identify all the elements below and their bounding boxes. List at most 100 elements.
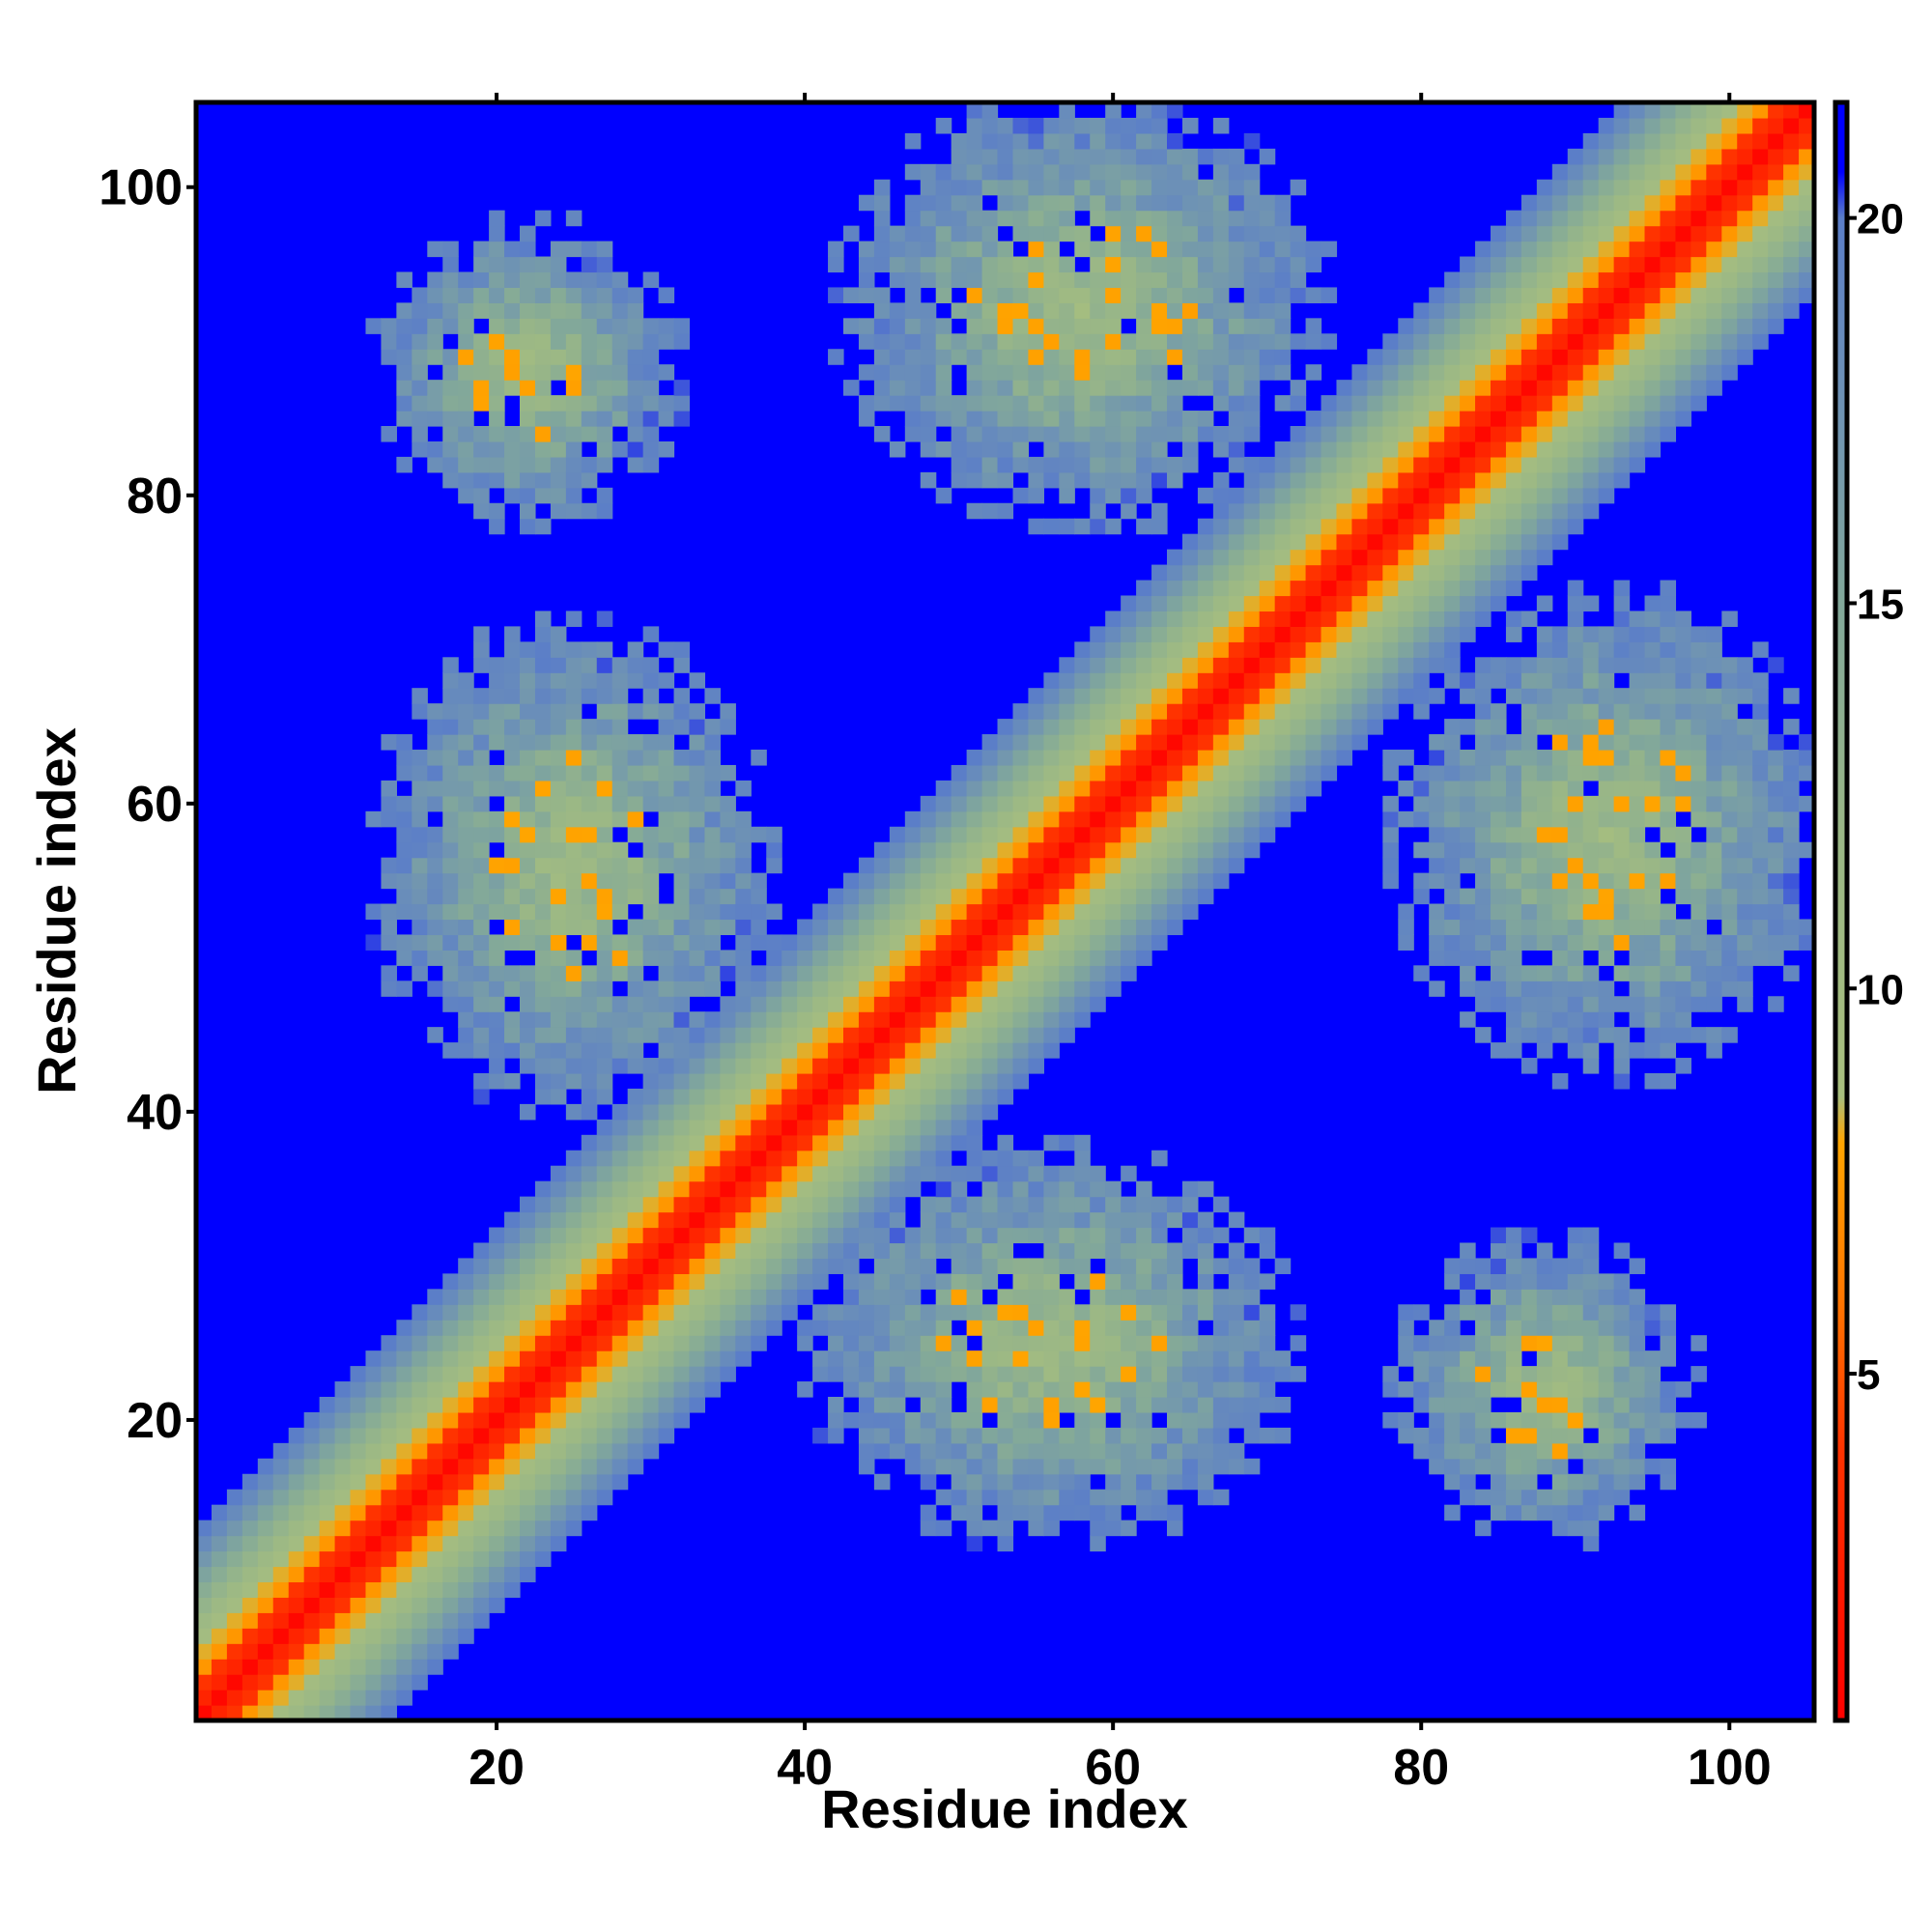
heatmap-cell [1505, 487, 1522, 504]
heatmap-cell [581, 996, 598, 1012]
heatmap-cell [534, 703, 552, 720]
heatmap-cell [489, 395, 505, 412]
heatmap-cell [534, 1550, 552, 1568]
heatmap-cell [920, 1027, 937, 1043]
heatmap-cell [704, 1165, 721, 1182]
heatmap-cell [658, 703, 675, 720]
heatmap-cell [1413, 395, 1430, 412]
heatmap-cell [489, 1350, 505, 1367]
heatmap-cell [581, 1227, 598, 1244]
heatmap-cell [966, 1504, 983, 1521]
heatmap-cell [1520, 657, 1538, 673]
heatmap-cell [935, 965, 952, 981]
heatmap-cell [1012, 919, 1030, 936]
heatmap-cell [581, 456, 598, 473]
heatmap-cell [1074, 1458, 1091, 1475]
heatmap-cell [981, 872, 999, 890]
heatmap-cell [858, 333, 875, 350]
heatmap-cell [381, 734, 397, 751]
heatmap-cell [935, 1427, 952, 1444]
heatmap-cell [1598, 380, 1615, 396]
heatmap-cell [1520, 1273, 1538, 1290]
heatmap-cell [1243, 241, 1261, 258]
heatmap-cell [1444, 780, 1461, 797]
heatmap-cell [966, 1289, 983, 1305]
heatmap-cell [843, 1350, 860, 1367]
heatmap-cell [1012, 1258, 1030, 1274]
heatmap-cell [211, 1690, 228, 1706]
heatmap-cell [442, 302, 459, 319]
heatmap-cell [1012, 287, 1030, 303]
heatmap-cell [1629, 117, 1646, 134]
heatmap-cell [1644, 1304, 1662, 1321]
heatmap-cell [550, 1458, 567, 1475]
heatmap-cell [873, 1042, 891, 1059]
heatmap-cell [1121, 857, 1137, 874]
heatmap-cell [858, 1289, 875, 1305]
heatmap-cell [997, 950, 1014, 966]
heatmap-cell [1613, 380, 1631, 396]
heatmap-cell [288, 1504, 305, 1521]
heatmap-cell [504, 380, 521, 396]
heatmap-cell [689, 750, 706, 766]
heatmap-cell [1413, 411, 1430, 427]
heatmap-cell [843, 1088, 860, 1105]
heatmap-cell [766, 1289, 782, 1305]
heatmap-cell [1212, 657, 1230, 673]
heatmap-cell [1151, 826, 1168, 843]
heatmap-cell [981, 934, 999, 951]
heatmap-cell [1429, 734, 1445, 751]
heatmap-cell [412, 1628, 428, 1644]
heatmap-cell [1629, 903, 1646, 921]
heatmap-cell [781, 1196, 798, 1213]
heatmap-cell [1151, 657, 1168, 673]
heatmap-cell [381, 795, 397, 812]
heatmap-cell [673, 1320, 691, 1336]
heatmap-cell [689, 1320, 706, 1336]
heatmap-cell [1167, 734, 1183, 751]
heatmap-cell [1028, 271, 1044, 289]
heatmap-cell [1567, 179, 1584, 196]
heatmap-cell [1121, 1442, 1137, 1460]
heatmap-cell [1290, 333, 1307, 350]
heatmap-cell [520, 518, 536, 535]
heatmap-cell [1059, 1165, 1075, 1182]
heatmap-cell [1243, 1458, 1261, 1475]
heatmap-cell [489, 440, 505, 458]
heatmap-cell [1321, 719, 1338, 735]
heatmap-cell [1136, 595, 1152, 612]
heatmap-cell [1151, 440, 1168, 458]
heatmap-cell [458, 919, 474, 936]
heatmap-cell [1136, 1320, 1152, 1336]
heatmap-cell [596, 857, 613, 874]
heatmap-cell [1444, 1273, 1461, 1290]
heatmap-cell [1321, 456, 1338, 473]
heatmap-cell [981, 1397, 999, 1413]
heatmap-cell [997, 826, 1014, 843]
heatmap-cell [427, 1535, 443, 1552]
heatmap-cell [1043, 1273, 1060, 1290]
heatmap-cell [520, 1211, 536, 1229]
heatmap-cell [642, 1258, 660, 1274]
heatmap-cell [935, 1350, 952, 1367]
heatmap-cell [1551, 703, 1569, 720]
heatmap-cell [966, 471, 983, 489]
heatmap-cell [1167, 1504, 1183, 1521]
heatmap-cell [981, 349, 999, 365]
heatmap-cell [1136, 872, 1152, 890]
heatmap-cell [1090, 380, 1106, 396]
heatmap-cell [1321, 564, 1338, 582]
heatmap-cell [396, 271, 412, 289]
heatmap-cell [797, 1289, 813, 1305]
heatmap-cell [1290, 241, 1307, 258]
heatmap-cell [673, 888, 691, 905]
heatmap-cell [1460, 1411, 1476, 1429]
heatmap-cell [1212, 518, 1230, 535]
heatmap-cell [1367, 703, 1383, 720]
heatmap-cell [1505, 919, 1522, 936]
heatmap-cell [596, 1335, 613, 1351]
heatmap-cell [1582, 179, 1600, 196]
heatmap-cell [412, 703, 428, 720]
heatmap-cell [1505, 1366, 1522, 1382]
heatmap-cell [1598, 1381, 1615, 1398]
